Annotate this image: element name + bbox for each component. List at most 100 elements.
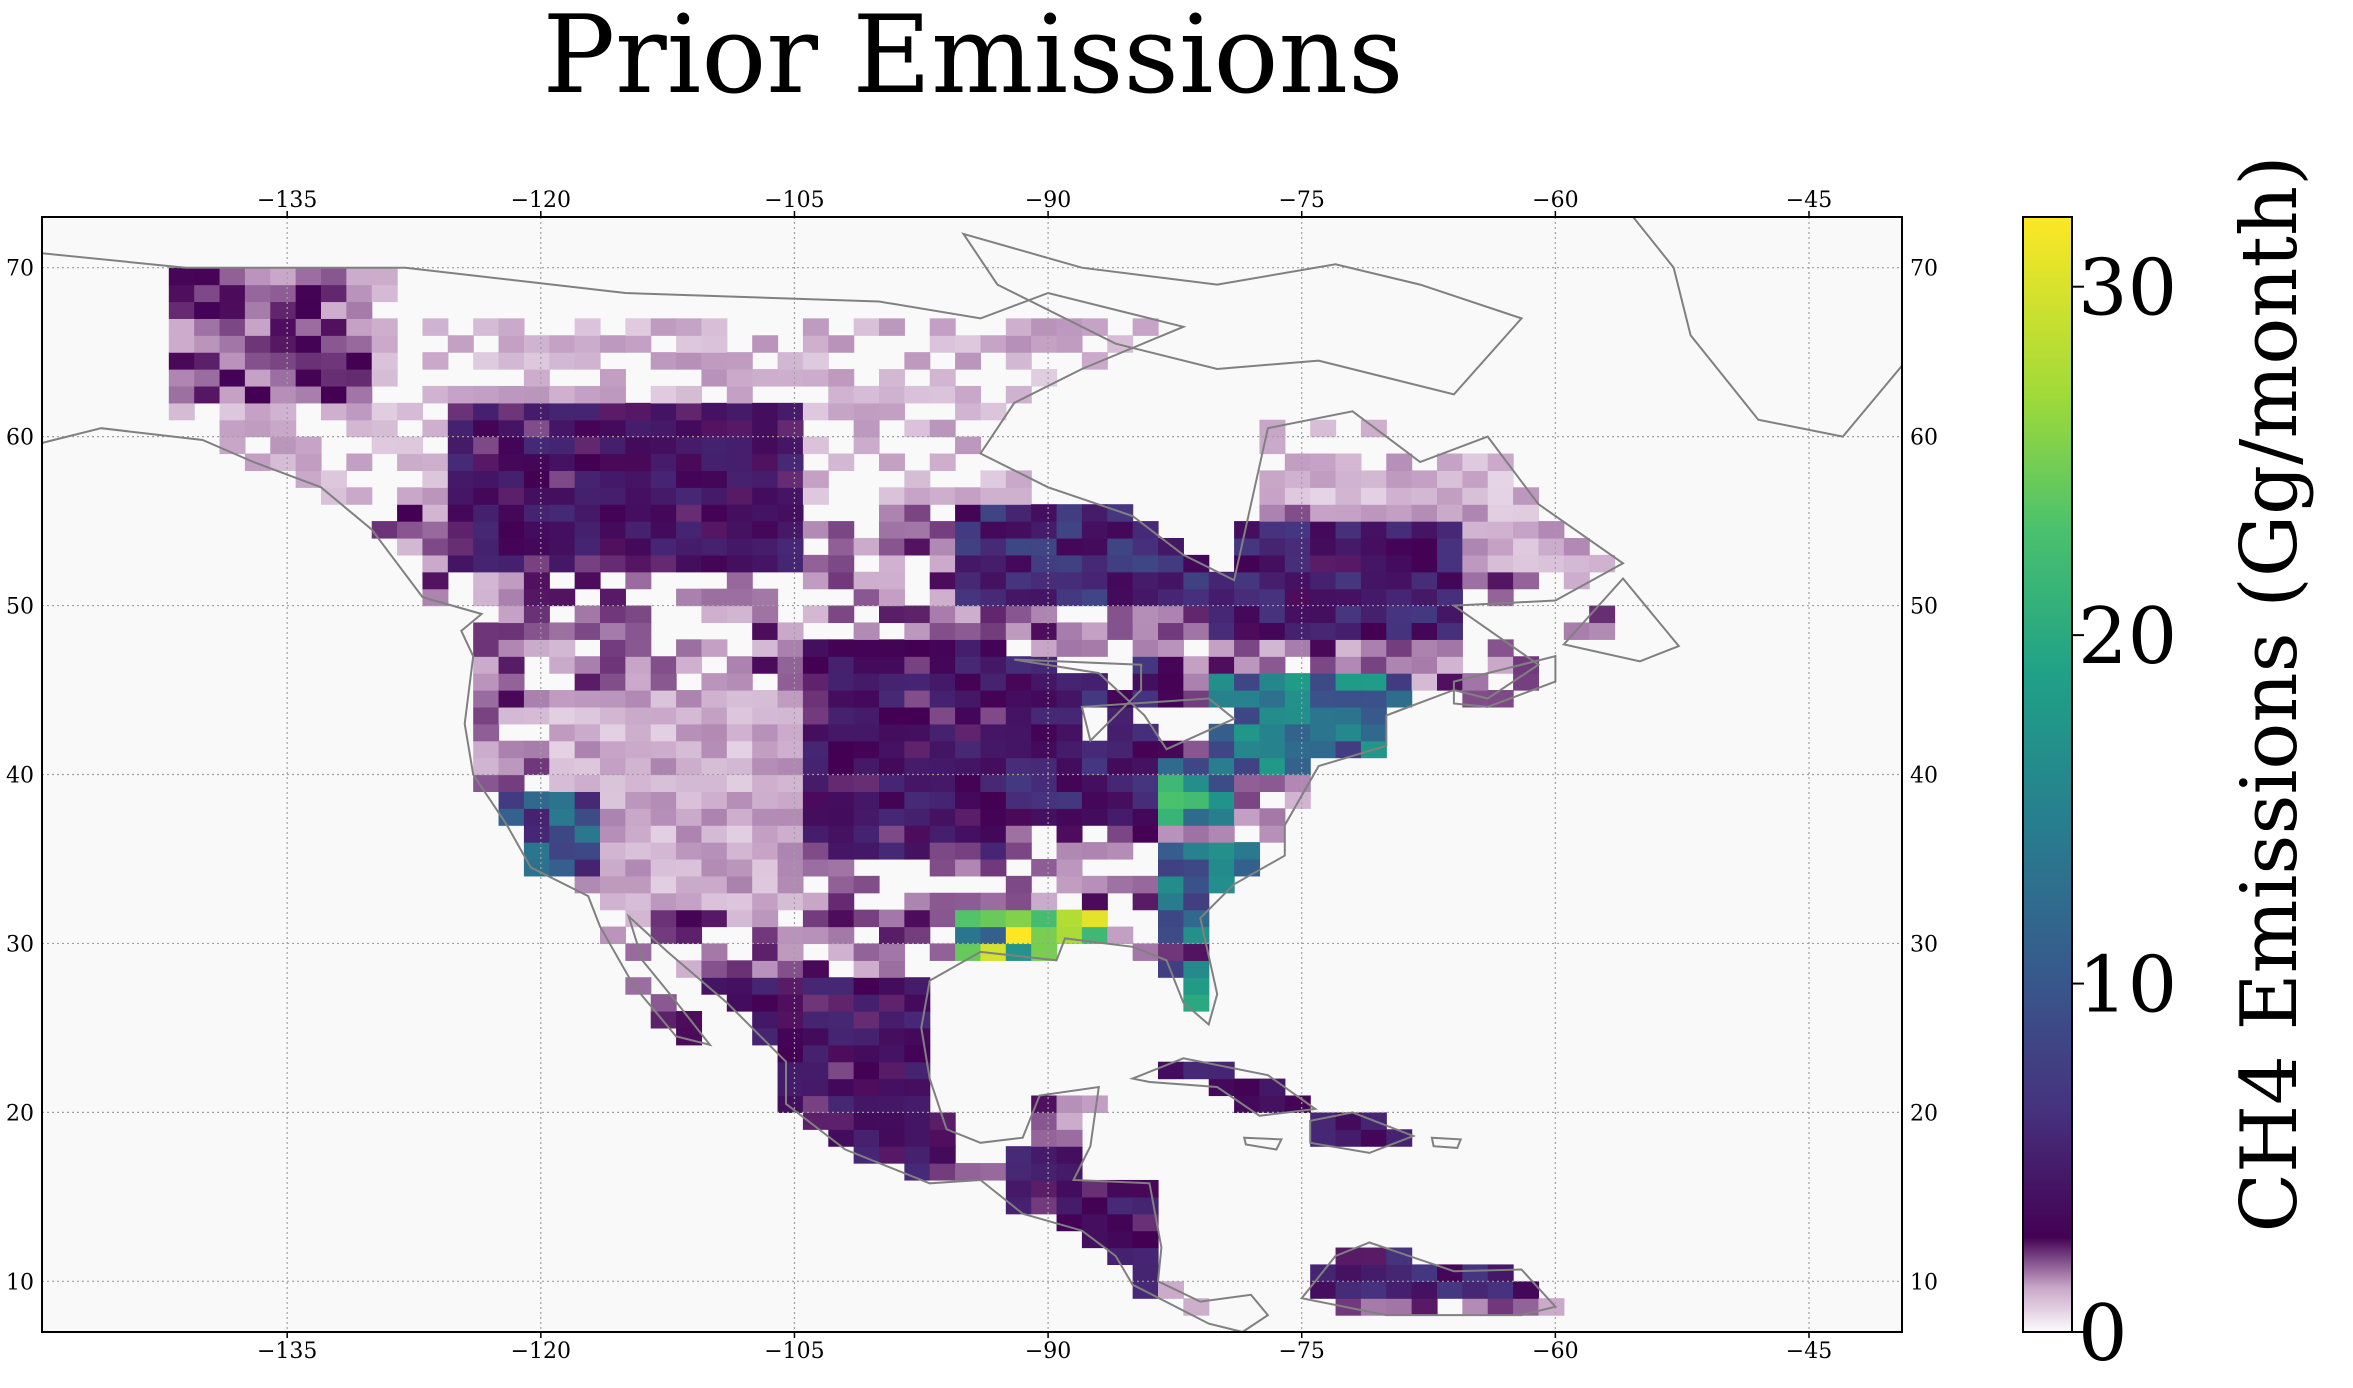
emission-cell bbox=[828, 1078, 855, 1097]
emission-cell bbox=[701, 791, 728, 809]
emission-cell bbox=[625, 402, 652, 421]
emission-cell bbox=[777, 723, 804, 742]
emission-cell bbox=[752, 537, 779, 556]
emission-cell bbox=[549, 419, 576, 438]
lon-tick-label: −45 bbox=[1786, 1339, 1832, 1364]
emission-cell bbox=[1107, 706, 1134, 725]
emission-cell bbox=[1310, 656, 1337, 674]
emission-cell bbox=[701, 402, 728, 421]
emission-cell bbox=[1158, 622, 1184, 640]
emission-cell bbox=[777, 656, 804, 674]
emission-cell bbox=[194, 352, 221, 370]
emission-cell bbox=[752, 842, 779, 860]
emission-cell bbox=[802, 673, 829, 691]
emission-cell bbox=[498, 656, 525, 674]
emission-cell bbox=[625, 318, 652, 336]
emission-cell bbox=[1360, 1281, 1387, 1299]
emission-cell bbox=[1081, 892, 1108, 911]
emission-cell bbox=[676, 825, 703, 843]
lon-tick-label: −60 bbox=[1532, 188, 1578, 213]
emission-cell bbox=[1158, 656, 1184, 674]
emission-cell bbox=[1360, 588, 1387, 607]
emission-cell bbox=[625, 858, 652, 877]
emission-cell bbox=[752, 706, 779, 725]
emission-cell bbox=[1107, 622, 1134, 640]
emission-cell bbox=[574, 656, 601, 674]
emission-cell bbox=[650, 402, 677, 421]
emission-cell bbox=[1259, 487, 1286, 505]
emission-cell bbox=[346, 369, 373, 387]
emission-cell bbox=[600, 791, 626, 809]
emission-cell bbox=[955, 858, 982, 877]
emission-cell bbox=[1437, 639, 1463, 657]
emission-cell bbox=[625, 537, 652, 556]
emission-cell bbox=[726, 352, 753, 370]
emission-cell bbox=[777, 470, 804, 488]
emission-cell bbox=[904, 673, 931, 691]
lon-tick-label: −135 bbox=[257, 1339, 317, 1364]
emission-cell bbox=[955, 504, 982, 522]
emission-cell bbox=[879, 402, 905, 421]
emission-cell bbox=[1335, 554, 1362, 573]
emission-cell bbox=[879, 774, 905, 792]
emission-cell bbox=[574, 571, 601, 590]
emission-cell bbox=[701, 673, 728, 691]
emission-cell bbox=[955, 656, 982, 674]
emission-cell bbox=[473, 352, 500, 370]
emission-cell bbox=[650, 521, 677, 539]
emission-cell bbox=[726, 453, 753, 472]
lat-tick-label-right: 40 bbox=[1910, 764, 1938, 789]
emission-cell bbox=[828, 825, 855, 843]
emission-cell bbox=[904, 1078, 931, 1097]
emission-cell bbox=[1056, 504, 1083, 522]
emission-cell bbox=[726, 605, 753, 624]
emission-cell bbox=[701, 875, 728, 894]
emission-cell bbox=[1284, 588, 1311, 607]
emission-cell bbox=[929, 892, 956, 911]
emission-cell bbox=[346, 419, 373, 438]
emission-cell bbox=[828, 740, 855, 759]
emission-cell bbox=[1132, 774, 1159, 792]
emission-cell bbox=[219, 301, 246, 319]
emission-cell bbox=[929, 335, 956, 353]
emission-cell bbox=[447, 436, 474, 455]
emission-cell bbox=[1031, 622, 1058, 640]
emission-cell bbox=[853, 706, 880, 725]
emission-cell bbox=[1005, 723, 1032, 742]
emission-cell bbox=[650, 994, 677, 1012]
emission-cell bbox=[1107, 1247, 1134, 1266]
emission-cell bbox=[549, 588, 576, 607]
emission-cell bbox=[1487, 487, 1514, 505]
emission-cell bbox=[1386, 537, 1413, 556]
emission-cell bbox=[904, 926, 931, 945]
emission-cell bbox=[219, 385, 246, 404]
emission-cell bbox=[1031, 1146, 1058, 1164]
emission-cell bbox=[523, 470, 550, 488]
emission-cell bbox=[1259, 808, 1286, 826]
emission-cell bbox=[574, 791, 601, 809]
emission-cell bbox=[549, 487, 576, 505]
emission-cell bbox=[1081, 926, 1108, 945]
emission-cell bbox=[955, 909, 982, 928]
emission-cell bbox=[650, 419, 677, 438]
emission-cell bbox=[1234, 706, 1261, 725]
emission-cell bbox=[1513, 554, 1540, 573]
emission-cell bbox=[1005, 1179, 1032, 1198]
emission-cell bbox=[1056, 825, 1083, 843]
emission-cell bbox=[701, 977, 728, 995]
emission-cell bbox=[1183, 875, 1210, 894]
emission-cell bbox=[1132, 892, 1159, 911]
emission-cell bbox=[473, 487, 500, 505]
emission-cell bbox=[1005, 690, 1032, 708]
emission-cell bbox=[1056, 1095, 1083, 1113]
emission-cell bbox=[777, 352, 804, 370]
emission-cell bbox=[1259, 554, 1286, 573]
emission-cell bbox=[879, 537, 905, 556]
emission-cell bbox=[1386, 1247, 1413, 1266]
emission-cell bbox=[802, 369, 829, 387]
emission-cell bbox=[1386, 639, 1413, 657]
emission-cell bbox=[473, 656, 500, 674]
emission-cell bbox=[1234, 1078, 1261, 1097]
emission-cell bbox=[1284, 571, 1311, 590]
emission-cell bbox=[752, 487, 779, 505]
